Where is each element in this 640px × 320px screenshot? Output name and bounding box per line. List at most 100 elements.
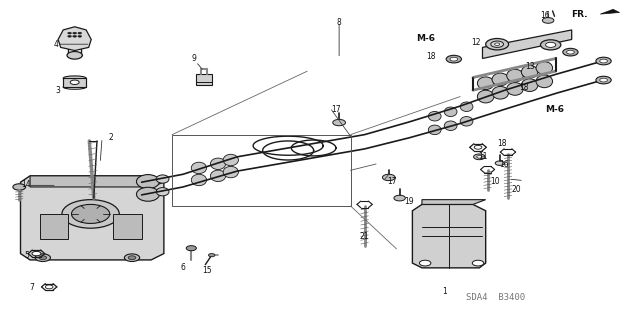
Ellipse shape xyxy=(191,174,207,186)
Ellipse shape xyxy=(536,75,552,88)
Ellipse shape xyxy=(460,102,473,111)
Bar xyxy=(172,135,351,206)
Bar xyxy=(63,78,86,87)
Ellipse shape xyxy=(460,116,473,126)
Circle shape xyxy=(72,204,109,223)
Text: 10: 10 xyxy=(490,177,500,186)
Ellipse shape xyxy=(63,85,86,89)
Circle shape xyxy=(542,18,554,23)
Ellipse shape xyxy=(507,83,524,95)
Text: 17: 17 xyxy=(387,177,397,186)
Circle shape xyxy=(383,174,395,180)
Ellipse shape xyxy=(136,175,159,188)
Circle shape xyxy=(477,156,482,158)
Ellipse shape xyxy=(136,187,159,201)
Polygon shape xyxy=(58,27,92,51)
Ellipse shape xyxy=(428,125,441,135)
Circle shape xyxy=(474,154,485,160)
Circle shape xyxy=(563,48,578,56)
Circle shape xyxy=(39,256,47,260)
Bar xyxy=(196,74,212,85)
Text: 18: 18 xyxy=(519,83,528,92)
Text: 13: 13 xyxy=(525,62,535,71)
Text: 2: 2 xyxy=(108,133,113,142)
Circle shape xyxy=(596,76,611,84)
Ellipse shape xyxy=(428,111,441,121)
Text: 12: 12 xyxy=(471,38,481,47)
Circle shape xyxy=(394,195,405,201)
Circle shape xyxy=(13,184,26,190)
Circle shape xyxy=(600,78,607,82)
Circle shape xyxy=(78,35,82,37)
Ellipse shape xyxy=(492,73,509,86)
Circle shape xyxy=(209,253,215,257)
Text: 16: 16 xyxy=(500,160,509,169)
Circle shape xyxy=(596,57,611,65)
Text: SDA4  B3400: SDA4 B3400 xyxy=(466,293,525,302)
Circle shape xyxy=(124,254,140,261)
Polygon shape xyxy=(20,176,164,260)
Circle shape xyxy=(73,32,77,34)
Circle shape xyxy=(68,35,72,37)
Ellipse shape xyxy=(444,121,457,131)
Ellipse shape xyxy=(63,76,86,80)
Circle shape xyxy=(450,57,458,61)
Text: 18: 18 xyxy=(426,52,435,61)
Ellipse shape xyxy=(477,90,494,103)
Ellipse shape xyxy=(211,158,226,170)
Text: 20: 20 xyxy=(511,185,521,194)
Bar xyxy=(40,214,68,239)
Text: 21: 21 xyxy=(360,232,369,241)
Polygon shape xyxy=(483,30,572,59)
Text: 16: 16 xyxy=(540,11,550,20)
Ellipse shape xyxy=(477,77,494,90)
Ellipse shape xyxy=(156,175,169,183)
Ellipse shape xyxy=(507,69,524,82)
Polygon shape xyxy=(600,9,620,14)
Text: 19: 19 xyxy=(404,197,413,206)
Circle shape xyxy=(67,52,83,59)
Circle shape xyxy=(472,260,484,266)
Circle shape xyxy=(32,252,41,256)
Circle shape xyxy=(45,285,53,289)
Circle shape xyxy=(68,32,72,34)
Ellipse shape xyxy=(223,166,239,178)
Circle shape xyxy=(495,161,504,165)
Text: FR.: FR. xyxy=(571,10,588,19)
Circle shape xyxy=(70,80,79,84)
Ellipse shape xyxy=(156,188,169,196)
Text: 11: 11 xyxy=(478,152,488,161)
Circle shape xyxy=(446,55,461,63)
Circle shape xyxy=(566,50,574,54)
Text: M-6: M-6 xyxy=(545,105,564,114)
Circle shape xyxy=(78,32,82,34)
Text: 17: 17 xyxy=(332,105,341,114)
Ellipse shape xyxy=(522,79,538,92)
Circle shape xyxy=(73,35,77,37)
Text: 7: 7 xyxy=(29,283,35,292)
Circle shape xyxy=(491,41,504,47)
Text: 3: 3 xyxy=(55,86,60,95)
Text: 14: 14 xyxy=(21,180,31,189)
Text: 9: 9 xyxy=(191,54,196,63)
Circle shape xyxy=(186,246,196,251)
Circle shape xyxy=(600,59,607,63)
Text: 18: 18 xyxy=(497,139,507,148)
Circle shape xyxy=(35,254,51,261)
Ellipse shape xyxy=(444,107,457,116)
Polygon shape xyxy=(422,200,486,204)
Polygon shape xyxy=(412,204,486,268)
Ellipse shape xyxy=(536,62,552,74)
Circle shape xyxy=(486,38,509,50)
Polygon shape xyxy=(30,176,164,187)
Text: 4: 4 xyxy=(54,40,59,49)
Ellipse shape xyxy=(191,162,207,174)
Circle shape xyxy=(333,119,346,126)
Circle shape xyxy=(62,200,119,228)
Text: 6: 6 xyxy=(180,263,186,272)
Circle shape xyxy=(128,256,136,260)
Ellipse shape xyxy=(211,170,226,181)
Circle shape xyxy=(540,40,561,50)
Text: 8: 8 xyxy=(337,18,342,27)
Bar xyxy=(113,214,141,239)
